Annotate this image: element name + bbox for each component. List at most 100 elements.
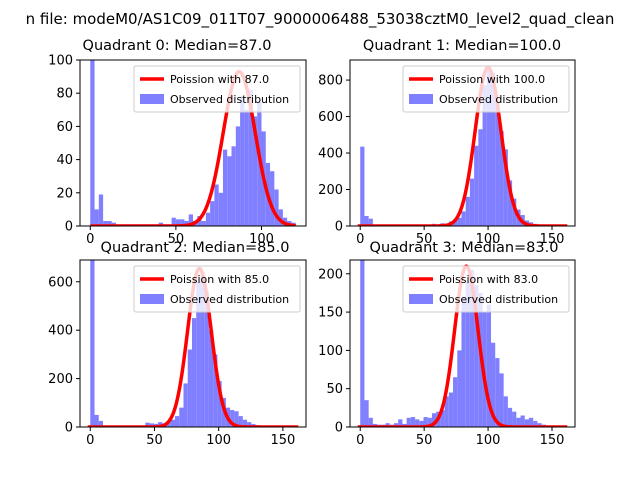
quadrant-0-histogram-bar bbox=[94, 209, 99, 226]
quadrant-0-y-tick-label: 100 bbox=[48, 54, 73, 69]
quadrant-0-panel: 0 50 100 0 20 40 60 80 100 Poission with 87.0 Obse… bbox=[48, 38, 307, 247]
quadrant-3-x-tick-label: 0 bbox=[356, 433, 364, 448]
quadrant-1-histogram-bar bbox=[461, 211, 466, 226]
quadrant-3-histogram-bar bbox=[474, 285, 479, 427]
quadrant-2-histogram-bar bbox=[196, 281, 201, 427]
quadrant-3-histogram-bar bbox=[533, 420, 538, 427]
quadrant-1-histogram-bar bbox=[478, 129, 483, 226]
quadrant-0-histogram-bar bbox=[210, 201, 215, 226]
quadrant-2-histogram-bar bbox=[175, 416, 180, 427]
quadrant-3-histogram-bar bbox=[465, 281, 470, 427]
quadrant-0-legend: Poission with 87.0 Observed distribution bbox=[133, 65, 301, 113]
quadrant-3-title: Quadrant 3: Median=83.0 bbox=[370, 240, 559, 256]
quadrant-1-axes-frame bbox=[349, 59, 576, 227]
quadrant-3-histogram-bar bbox=[419, 420, 424, 427]
quadrant-1-legend-box bbox=[402, 65, 570, 113]
quadrant-0-poisson-curve bbox=[89, 69, 297, 226]
quadrant-3-histogram-bar bbox=[368, 417, 373, 427]
quadrant-0-histogram-bar bbox=[274, 189, 279, 226]
quadrant-3-legend-observed-label: Observed distribution bbox=[439, 293, 558, 306]
quadrant-3-histogram-bar bbox=[398, 419, 403, 427]
figure-suptitle: n file: modeM0/AS1C09_011T07_9000006488_… bbox=[26, 10, 615, 29]
quadrant-0-plot-area bbox=[89, 60, 297, 226]
quadrant-3-histogram-bar bbox=[448, 392, 454, 427]
quadrant-2-histogram-bar bbox=[204, 291, 209, 427]
quadrant-1-y-tick-label: 600 bbox=[318, 110, 343, 125]
quadrant-0-histogram-bar bbox=[107, 221, 112, 226]
quadrant-3-histogram-bar bbox=[499, 373, 504, 427]
quadrant-3-legend-box bbox=[402, 265, 570, 313]
quadrant-1-histogram-bar bbox=[495, 103, 500, 226]
quadrant-1-histogram-bar bbox=[368, 218, 373, 226]
quadrant-2-histogram-bar bbox=[191, 318, 197, 427]
quadrant-0-title: Quadrant 0: Median=87.0 bbox=[83, 38, 272, 54]
quadrant-1-histogram-bar bbox=[503, 149, 508, 226]
quadrant-0-legend-poisson-label: Poission with 87.0 bbox=[170, 73, 269, 86]
quadrant-1-legend-bar-swatch bbox=[409, 94, 433, 104]
quadrant-3-histogram-bar bbox=[520, 415, 525, 427]
quadrant-2-title: Quadrant 2: Median=85.0 bbox=[101, 240, 290, 256]
quadrant-2-histogram-bar bbox=[213, 354, 218, 427]
quadrant-0-x-tick-label: 50 bbox=[168, 232, 185, 247]
quadrant-3-y-tick-label: 100 bbox=[318, 344, 343, 359]
quadrant-2-legend-observed-label: Observed distribution bbox=[170, 293, 289, 306]
quadrant-0-histogram-bar bbox=[252, 116, 258, 226]
quadrant-2-y-tick-label: 400 bbox=[48, 324, 73, 339]
quadrant-3-histogram-bar bbox=[364, 400, 369, 427]
quadrant-1-histogram-bar bbox=[499, 131, 504, 226]
quadrant-3-histogram-bar bbox=[503, 396, 508, 427]
quadrant-0-histogram-bar bbox=[180, 219, 185, 226]
quadrant-0-histogram-bar bbox=[231, 146, 236, 226]
quadrant-1-x-tick-label: 50 bbox=[416, 232, 433, 247]
quadrant-0-histogram-bar bbox=[227, 156, 232, 226]
quadrant-1-x-tick-label: 150 bbox=[540, 232, 565, 247]
quadrant-3-histogram-bar bbox=[427, 417, 432, 427]
quadrant-0-histogram-bar bbox=[235, 126, 241, 226]
quadrant-2-histogram-bar bbox=[170, 419, 176, 427]
quadrant-2-histogram-bar bbox=[217, 381, 222, 427]
quadrant-3-axes-frame bbox=[349, 259, 576, 428]
quadrant-1-panel: 0 50 100 150 0 200 400 600 800 Poission with 100.… bbox=[318, 38, 576, 247]
quadrant-0-histogram-bar bbox=[240, 96, 245, 226]
quadrant-1-histogram-bar bbox=[453, 220, 458, 226]
quadrant-0-histogram-bar bbox=[98, 194, 104, 226]
quadrant-1-y-tick-label: 400 bbox=[318, 147, 343, 162]
quadrant-3-histogram-bar bbox=[469, 269, 475, 427]
quadrant-3-histogram-bar bbox=[444, 396, 449, 427]
quadrant-2-y-tick-label: 200 bbox=[48, 372, 73, 387]
quadrant-3-histogram-bar bbox=[406, 417, 411, 427]
quadrant-3-histogram-bar bbox=[431, 413, 437, 427]
quadrant-0-x-tick-label: 0 bbox=[86, 232, 94, 247]
quadrant-0-legend-box bbox=[133, 65, 301, 113]
quadrant-3-histogram-bar bbox=[410, 417, 416, 427]
quadrant-0-y-tick-label: 0 bbox=[65, 220, 73, 235]
quadrant-1-histogram-bar bbox=[507, 180, 513, 226]
quadrant-3-histogram-bar bbox=[440, 410, 445, 427]
quadrant-0-histogram-bar bbox=[90, 60, 95, 226]
quadrant-0-legend-bar-swatch bbox=[140, 94, 164, 104]
quadrant-0-histogram-bar bbox=[214, 184, 219, 226]
quadrant-0-histogram-bar bbox=[171, 217, 176, 226]
quadrant-3-y-tick-label: 50 bbox=[326, 382, 343, 397]
quadrant-0-histogram-bar bbox=[244, 109, 249, 226]
quadrant-0-histogram-bar bbox=[201, 221, 206, 226]
quadrant-2-x-tick-label: 100 bbox=[206, 433, 231, 448]
quadrant-3-legend: Poission with 83.0 Observed distribution bbox=[402, 265, 570, 313]
quadrant-3-histogram-bar bbox=[360, 260, 365, 427]
quadrant-1-histogram-bar bbox=[364, 215, 369, 226]
quadrant-3-histogram-bar bbox=[393, 423, 399, 427]
quadrant-3-histogram-bar bbox=[528, 417, 534, 427]
quadrant-0-histogram-bar bbox=[103, 221, 108, 226]
quadrant-1-y-tick-label: 200 bbox=[318, 183, 343, 198]
quadrant-1-histogram-bar bbox=[465, 196, 470, 226]
quadrant-0-histogram-bar bbox=[205, 212, 211, 226]
quadrant-2-legend: Poission with 85.0 Observed distribution bbox=[133, 265, 301, 313]
quadrant-2-legend-poisson-label: Poission with 85.0 bbox=[170, 273, 269, 286]
quadrant-1-title: Quadrant 1: Median=100.0 bbox=[363, 38, 561, 54]
quadrant-3-x-tick-label: 50 bbox=[416, 433, 433, 448]
quadrant-3-histogram-bar bbox=[486, 304, 492, 427]
quadrant-0-y-tick-label: 40 bbox=[56, 153, 73, 168]
quadrant-3-histogram-bar bbox=[457, 350, 462, 427]
quadrant-0-histogram-bar bbox=[270, 171, 275, 226]
